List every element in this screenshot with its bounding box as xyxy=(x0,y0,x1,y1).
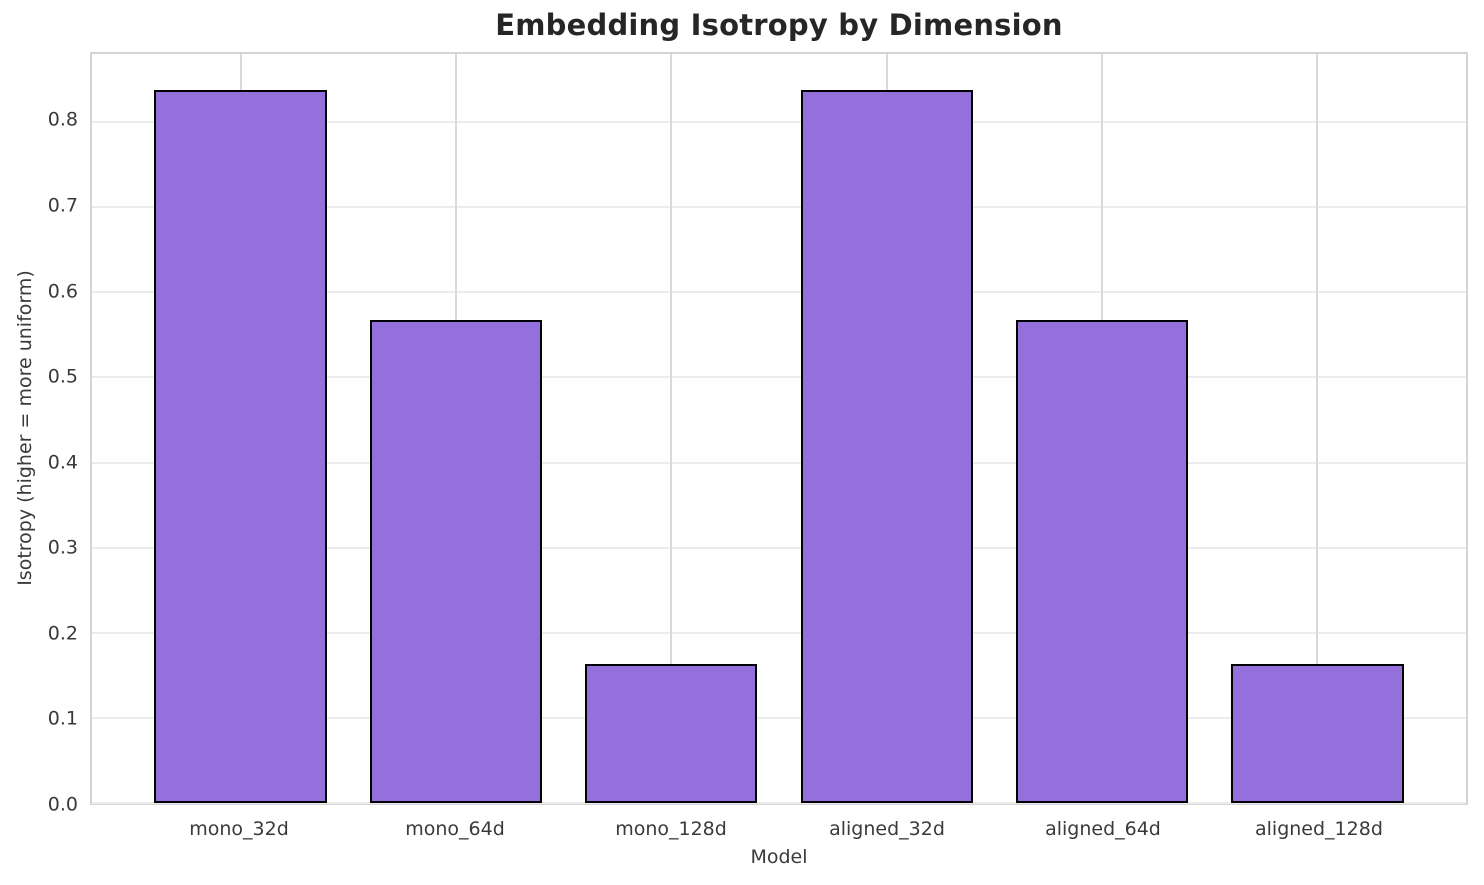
bar-mono_128d xyxy=(585,664,758,803)
v-gridline xyxy=(670,54,673,803)
bar-aligned_32d xyxy=(800,89,973,803)
y-tick-label: 0.1 xyxy=(47,707,78,730)
y-tick-label: 0.0 xyxy=(47,793,78,816)
y-tick-label: 0.6 xyxy=(47,280,78,303)
y-tick-label: 0.8 xyxy=(47,108,78,131)
bar-aligned_64d xyxy=(1015,320,1189,803)
y-tick-label: 0.4 xyxy=(47,451,78,474)
x-tick-label: aligned_32d xyxy=(829,818,945,840)
bar-mono_64d xyxy=(369,320,543,803)
plot-area xyxy=(90,52,1468,805)
y-tick-label: 0.5 xyxy=(47,365,78,388)
bar-mono_32d xyxy=(154,89,327,803)
x-tick-labels: mono_32d mono_64d mono_128d aligned_32d alig… xyxy=(90,818,1468,844)
h-gridline xyxy=(92,461,1466,464)
h-gridline xyxy=(92,802,1466,804)
chart-title: Embedding Isotropy by Dimension xyxy=(495,8,1063,42)
v-gridline xyxy=(1316,54,1319,803)
y-tick-labels: 0.0 0.1 0.2 0.3 0.4 0.5 0.6 0.7 0.8 xyxy=(0,52,78,814)
x-axis-label: Model xyxy=(750,846,808,868)
y-tick-label: 0.7 xyxy=(47,194,78,217)
bar-aligned_128d xyxy=(1231,664,1404,803)
h-gridline xyxy=(92,206,1466,209)
y-tick-label: 0.2 xyxy=(47,622,78,645)
y-tick-label: 0.3 xyxy=(47,536,78,559)
h-gridline xyxy=(92,291,1466,294)
h-gridline xyxy=(92,121,1466,124)
x-tick-label: aligned_64d xyxy=(1045,818,1161,840)
x-tick-label: mono_32d xyxy=(189,818,289,840)
h-gridline xyxy=(92,716,1466,719)
x-tick-label: mono_64d xyxy=(405,818,505,840)
h-gridline xyxy=(92,376,1466,379)
h-gridline xyxy=(92,546,1466,549)
h-gridline xyxy=(92,631,1466,634)
x-tick-label: aligned_128d xyxy=(1255,818,1383,840)
x-tick-label: mono_128d xyxy=(615,818,727,840)
